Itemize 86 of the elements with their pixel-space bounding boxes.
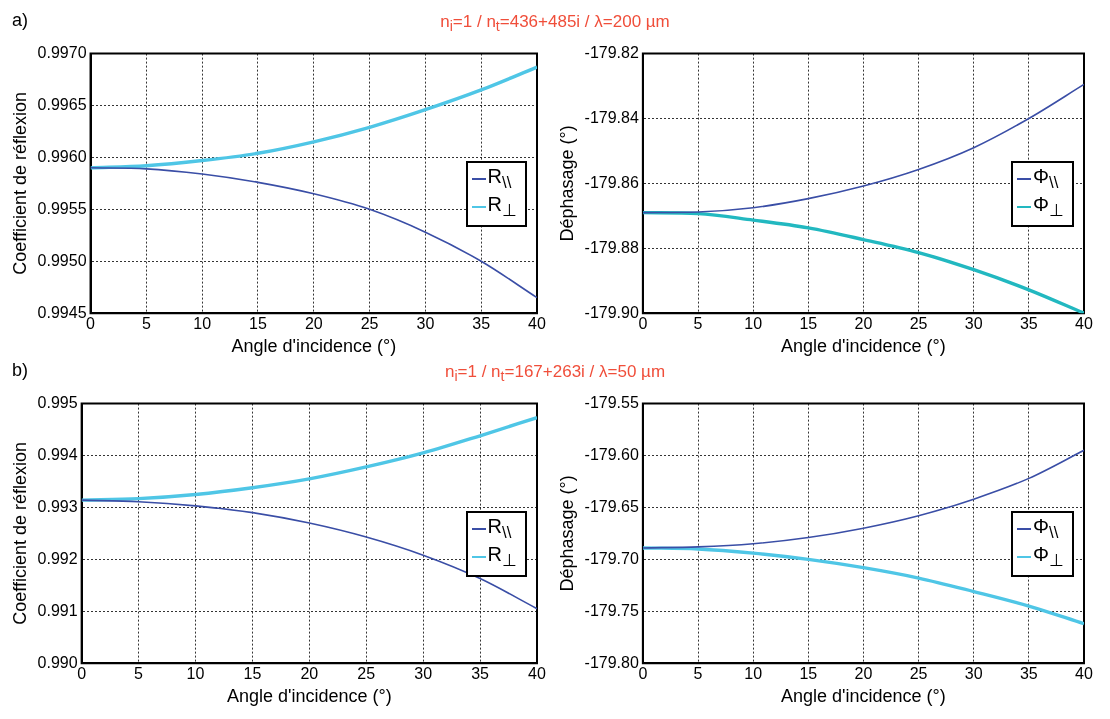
x-tick-label: 10 bbox=[744, 665, 763, 683]
legend-label: R$_{⊥}$ bbox=[487, 193, 517, 222]
x-tick-label: 35 bbox=[1019, 315, 1038, 333]
y-axis-title: Coefficient de réflexion bbox=[9, 442, 30, 625]
legend-label: R$_{⊥}$ bbox=[487, 543, 517, 572]
x-tick-label: 0 bbox=[638, 665, 648, 683]
y-tick-label: -179.90 bbox=[584, 303, 639, 321]
legend-label: Φ$_{\\}$ bbox=[1033, 165, 1059, 194]
y-axis-title: Coefficient de réflexion bbox=[9, 92, 30, 275]
x-tick-label: 15 bbox=[249, 315, 267, 333]
y-axis-title: Déphasage (°) bbox=[556, 475, 577, 592]
x-tick-label: 25 bbox=[360, 315, 379, 333]
legend-label: Φ$_{⊥}$ bbox=[1033, 543, 1064, 572]
x-tick-label: 15 bbox=[243, 665, 262, 683]
x-tick-label: 30 bbox=[964, 315, 983, 333]
x-tick-label: 40 bbox=[528, 315, 546, 333]
y-tick-label: 0.990 bbox=[37, 653, 78, 671]
x-tick-label: 5 bbox=[134, 665, 144, 683]
x-tick-label: 15 bbox=[799, 665, 818, 683]
line-series bbox=[642, 83, 1084, 214]
legend-label: Φ$_{⊥}$ bbox=[1033, 193, 1064, 222]
y-tick-label: 0.9970 bbox=[37, 44, 87, 62]
x-tick-label: 20 bbox=[300, 665, 319, 683]
chart-title: n$_{i}$=1 / n$_{t}$=436+485i / λ=200 µm bbox=[440, 12, 670, 35]
y-tick-label: -179.55 bbox=[584, 394, 639, 412]
y-tick-label: -179.60 bbox=[584, 445, 639, 463]
x-tick-label: 35 bbox=[471, 665, 490, 683]
line-series bbox=[642, 546, 1084, 626]
line-series bbox=[90, 167, 537, 299]
x-tick-label: 20 bbox=[854, 665, 873, 683]
x-tick-label: 25 bbox=[357, 665, 376, 683]
x-axis-title: Angle d'incidence (°) bbox=[781, 686, 946, 707]
x-tick-label: 15 bbox=[799, 315, 818, 333]
x-tick-label: 0 bbox=[638, 315, 648, 333]
x-tick-label: 40 bbox=[1075, 315, 1093, 333]
y-tick-label: 0.9945 bbox=[37, 303, 87, 321]
x-tick-label: 30 bbox=[416, 315, 435, 333]
x-tick-label: 25 bbox=[909, 315, 928, 333]
x-tick-label: 30 bbox=[414, 665, 433, 683]
y-tick-label: -179.75 bbox=[584, 601, 639, 619]
x-tick-label: 5 bbox=[141, 315, 151, 333]
x-axis-title: Angle d'incidence (°) bbox=[231, 336, 397, 357]
x-tick-label: 5 bbox=[693, 665, 703, 683]
x-axis-title: Angle d'incidence (°) bbox=[226, 686, 392, 707]
x-tick-label: 40 bbox=[1075, 665, 1093, 683]
x-tick-label: 5 bbox=[693, 315, 703, 333]
legend-label: R$_{\\}$ bbox=[487, 515, 512, 544]
y-tick-label: -179.65 bbox=[584, 497, 639, 515]
y-tick-label: 0.993 bbox=[37, 497, 78, 515]
y-tick-label: -179.80 bbox=[584, 653, 639, 671]
chart-title: n$_{i}$=1 / n$_{t}$=167+263i / λ=50 µm bbox=[444, 362, 666, 385]
legend-label: Φ$_{\\}$ bbox=[1033, 515, 1059, 544]
y-axis-title: Déphasage (°) bbox=[556, 125, 577, 242]
x-tick-label: 35 bbox=[1019, 665, 1038, 683]
x-tick-label: 20 bbox=[854, 315, 873, 333]
y-tick-label: 0.9965 bbox=[37, 95, 87, 113]
y-tick-label: -179.88 bbox=[584, 238, 639, 256]
line-series bbox=[90, 65, 537, 170]
x-tick-label: 0 bbox=[86, 315, 96, 333]
y-tick-label: 0.9960 bbox=[37, 147, 87, 165]
y-tick-label: -179.84 bbox=[584, 108, 639, 126]
x-tick-label: 35 bbox=[472, 315, 491, 333]
x-axis-title: Angle d'incidence (°) bbox=[781, 336, 946, 357]
y-tick-label: 0.995 bbox=[37, 394, 78, 412]
text: a) bbox=[12, 10, 29, 31]
y-tick-label: 0.9950 bbox=[37, 251, 87, 269]
line-series bbox=[81, 499, 537, 610]
y-tick-label: -179.86 bbox=[584, 173, 639, 191]
x-tick-label: 0 bbox=[77, 665, 87, 683]
x-tick-label: 20 bbox=[304, 315, 323, 333]
y-tick-label: -179.82 bbox=[584, 44, 639, 62]
y-tick-label: 0.991 bbox=[37, 601, 78, 619]
y-tick-label: 0.9955 bbox=[37, 199, 87, 217]
y-tick-label: 0.994 bbox=[37, 445, 78, 463]
x-tick-label: 10 bbox=[744, 315, 763, 333]
x-tick-label: 40 bbox=[528, 665, 546, 683]
x-tick-label: 25 bbox=[909, 665, 928, 683]
x-tick-label: 10 bbox=[193, 315, 212, 333]
line-series bbox=[81, 415, 537, 502]
line-series bbox=[642, 449, 1084, 549]
x-tick-label: 10 bbox=[186, 665, 205, 683]
y-tick-label: -179.70 bbox=[584, 549, 639, 567]
text: b) bbox=[12, 360, 29, 381]
y-tick-label: 0.992 bbox=[37, 549, 78, 567]
legend-label: R$_{\\}$ bbox=[487, 165, 512, 194]
x-tick-label: 30 bbox=[964, 665, 983, 683]
